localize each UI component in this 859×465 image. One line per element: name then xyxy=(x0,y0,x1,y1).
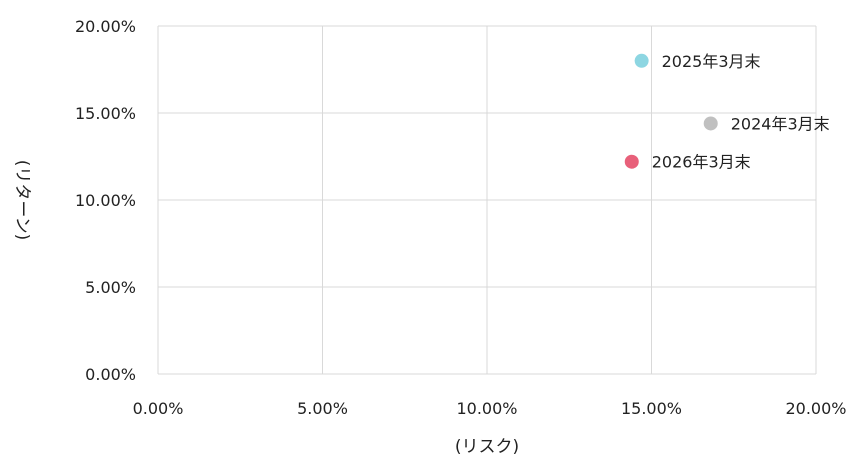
y-axis-title: (リターン) xyxy=(12,160,32,240)
x-tick-label: 5.00% xyxy=(297,399,348,418)
y-tick-label: 20.00% xyxy=(75,17,136,36)
grid-layer xyxy=(157,25,817,375)
data-point-label: 2024年3月末 xyxy=(731,114,830,133)
x-tick-label: 15.00% xyxy=(621,399,682,418)
x-tick-label: 0.00% xyxy=(133,399,184,418)
x-axis-title: (リスク) xyxy=(455,437,519,457)
y-tick-label: 5.00% xyxy=(85,278,136,297)
data-point-label: 2026年3月末 xyxy=(652,153,751,172)
data-point xyxy=(634,53,649,68)
x-tick-label: 10.00% xyxy=(456,399,517,418)
y-tick-label: 15.00% xyxy=(75,104,136,123)
x-tick-label: 20.00% xyxy=(785,399,846,418)
axis-layer: 0.00% 5.00% 10.00% 15.00% 20.00% 0.00% 5.00% 10… xyxy=(75,17,847,418)
points-layer: 2025年3月末 2024年3月末 2026年3月末 xyxy=(624,52,830,172)
data-point-label: 2025年3月末 xyxy=(662,52,761,71)
y-tick-label: 10.00% xyxy=(75,191,136,210)
data-point xyxy=(703,116,718,131)
y-tick-label: 0.00% xyxy=(85,365,136,384)
data-point xyxy=(624,154,639,169)
